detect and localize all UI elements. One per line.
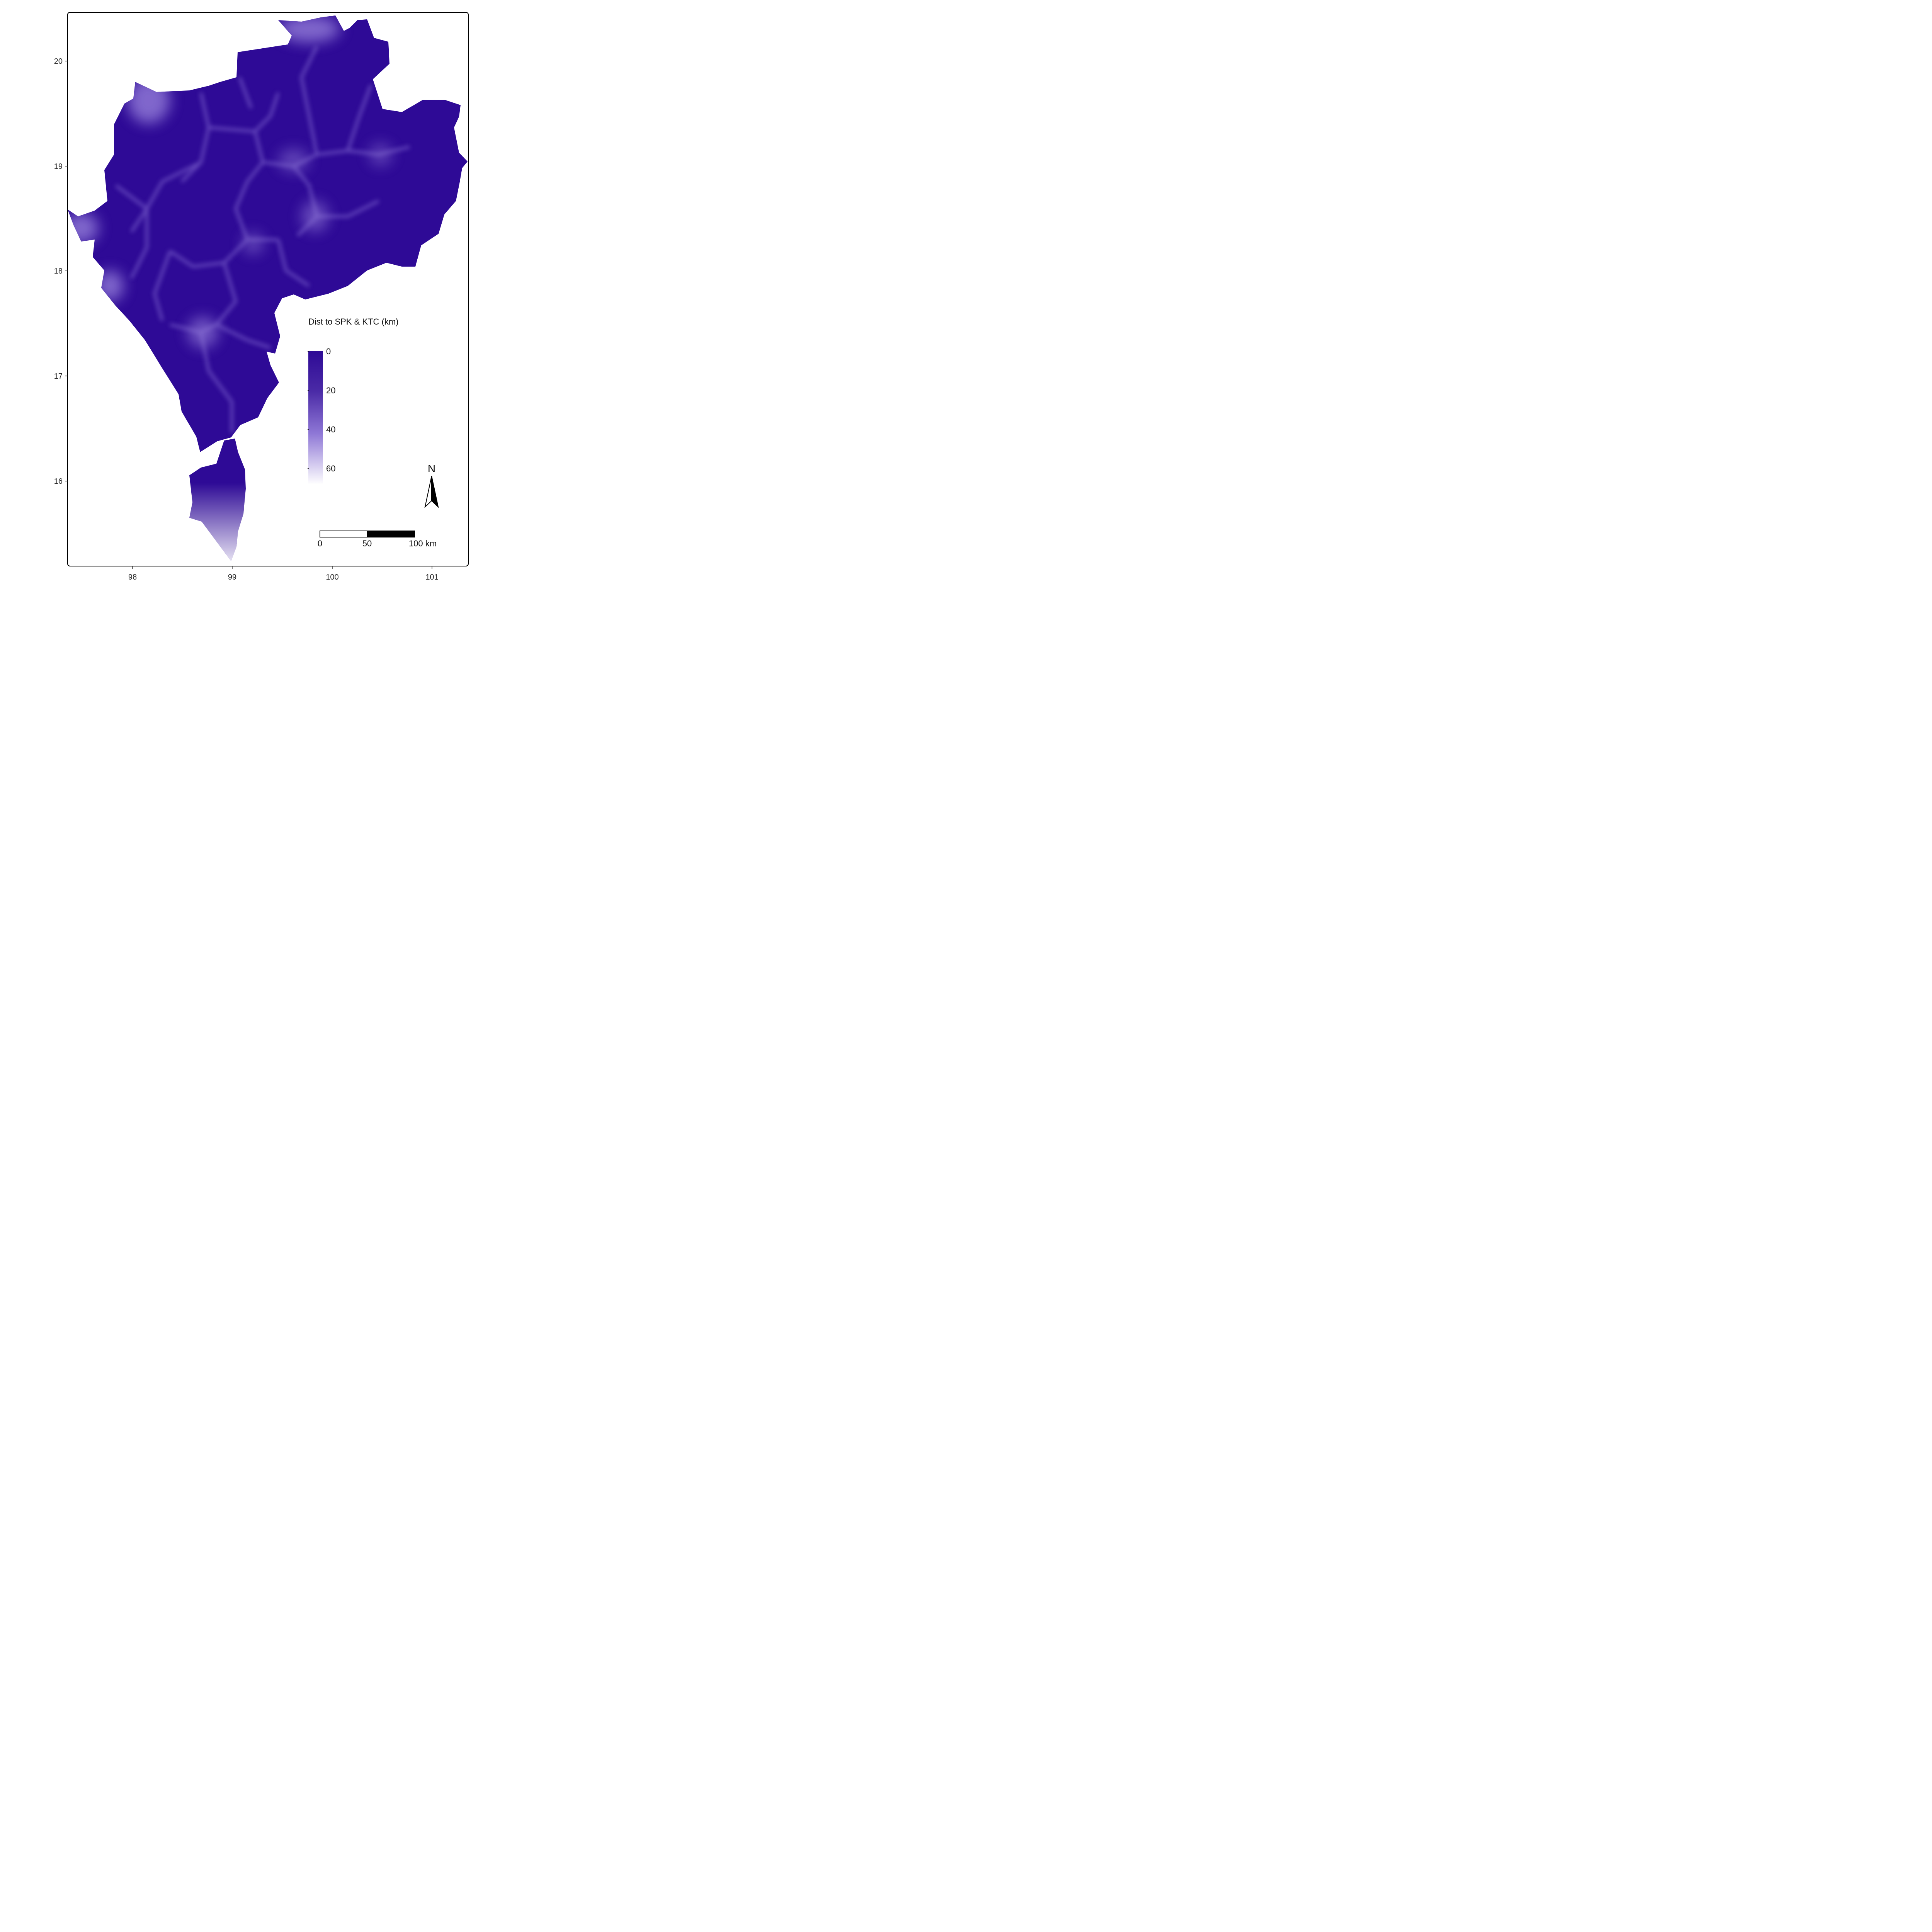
legend-break-label: 60 bbox=[326, 464, 335, 473]
plot-panel-border bbox=[67, 12, 469, 566]
x-tick-label: 99 bbox=[228, 573, 236, 582]
y-tick-label: 17 bbox=[54, 372, 63, 381]
legend-break-label: 0 bbox=[326, 347, 331, 356]
x-tick-label: 101 bbox=[425, 573, 438, 582]
y-tick-label: 16 bbox=[54, 477, 63, 486]
scale-bar-label: 100 km bbox=[409, 539, 437, 548]
map-figure: 20 19 18 17 16 98 99 100 101 Dist to SPK… bbox=[54, 12, 469, 582]
scale-bar: 0 50 100 km bbox=[318, 531, 437, 548]
legend-colorbar bbox=[308, 351, 323, 485]
scale-bar-label: 0 bbox=[318, 539, 322, 548]
legend: Dist to SPK & KTC (km) 0 20 40 60 bbox=[308, 317, 398, 485]
north-arrow-label: N bbox=[428, 463, 435, 474]
legend-break-label: 20 bbox=[326, 386, 335, 395]
north-arrow: N bbox=[424, 463, 439, 508]
y-tick-label: 18 bbox=[54, 267, 63, 276]
north-arrow-icon bbox=[424, 476, 432, 508]
y-tick-label: 19 bbox=[54, 162, 63, 171]
scale-bar-label: 50 bbox=[362, 539, 372, 548]
x-axis: 98 99 100 101 bbox=[128, 566, 439, 582]
x-tick-label: 98 bbox=[128, 573, 137, 582]
legend-break-label: 40 bbox=[326, 425, 335, 434]
y-tick-label: 20 bbox=[54, 57, 63, 66]
legend-title: Dist to SPK & KTC (km) bbox=[308, 317, 398, 327]
distance-raster bbox=[68, 15, 468, 561]
y-axis: 20 19 18 17 16 bbox=[54, 57, 68, 486]
x-tick-label: 100 bbox=[326, 573, 338, 582]
